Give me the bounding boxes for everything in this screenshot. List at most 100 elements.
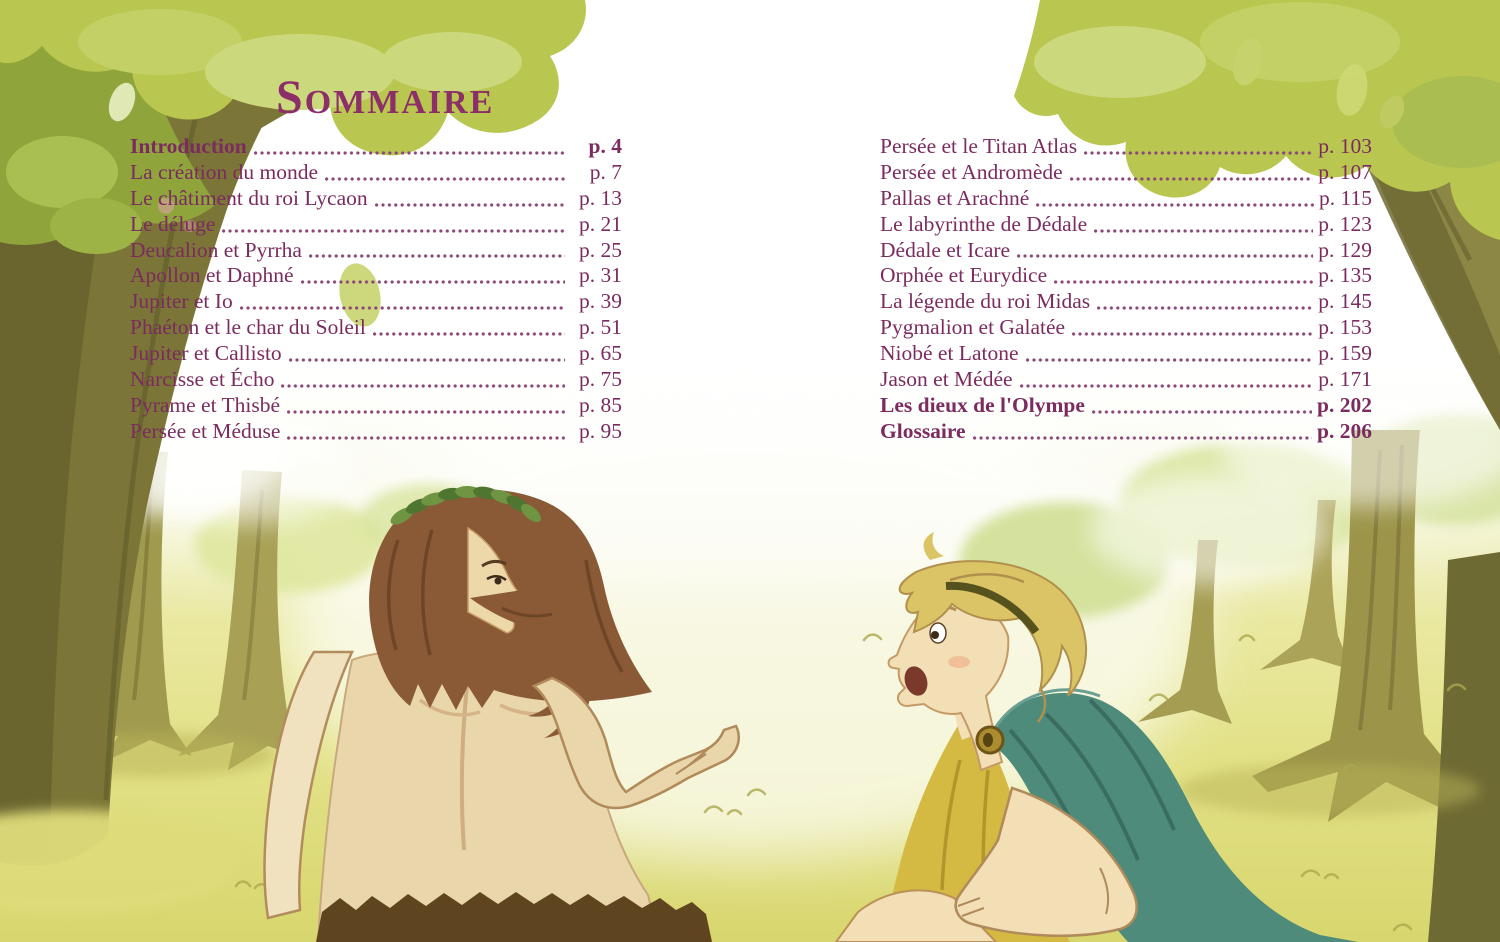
toc-entry-page: p. 135 [1318, 263, 1372, 288]
toc-dot-leader [1072, 315, 1315, 341]
toc-entry-page: p. 129 [1318, 237, 1372, 262]
man-arm-hand [531, 676, 740, 810]
toc-entry-label: Glossaire [880, 418, 966, 443]
toc-entry-page: p. 51 [579, 315, 622, 340]
toc-dot-leader [281, 367, 567, 393]
toc-dot-leader [222, 212, 567, 238]
toc-dot-leader [1069, 160, 1316, 186]
toc-entry: Apollon et Daphné p. 31 [130, 263, 622, 289]
page-title: Sommaire [276, 71, 495, 124]
toc-entry-page: p. 145 [1318, 289, 1372, 314]
toc-entry: Persée et le Titan Atlas p. 103 [880, 134, 1372, 160]
hanging-leaf [339, 263, 381, 327]
toc-dot-leader [288, 341, 567, 367]
hanging-leaf [1379, 95, 1405, 129]
toc-entry-label: La légende du roi Midas [880, 289, 1091, 314]
toc-entry-page: p. 159 [1318, 341, 1372, 366]
toc-entry-label: Persée et Andromède [880, 159, 1063, 184]
toc-entry: La création du monde p. 7 [130, 160, 622, 186]
toc-entry: Niobé et Latone p. 159 [880, 341, 1372, 367]
toc-entry-label: Phaéton et le char du Soleil [130, 315, 366, 340]
toc-entry-page: p. 75 [579, 367, 622, 392]
toc-entry-page: p. 171 [1318, 367, 1372, 392]
toc-entry-page: p. 65 [579, 341, 622, 366]
toc-entry-page: p. 39 [579, 289, 622, 314]
toc-entry: Pallas et Arachné p. 115 [880, 186, 1372, 212]
toc-entry: Narcisse et Écho p. 75 [130, 367, 622, 393]
toc-entry: Glossaire p. 206 [880, 419, 1372, 445]
man-character [263, 485, 740, 942]
toc-entry-label: Narcisse et Écho [130, 367, 275, 392]
toc-entry: Pyrame et Thisbé p. 85 [130, 393, 622, 419]
toc-entry: Jupiter et Io p. 39 [130, 289, 622, 315]
toc-entry-page: p. 103 [1318, 134, 1372, 158]
toc-dot-leader [253, 134, 567, 160]
toc-entry-page: p. 7 [589, 159, 622, 184]
toc-entry: Introduction p. 4 [130, 134, 622, 160]
toc-dot-leader [1084, 134, 1315, 160]
boy-arm [954, 786, 1138, 937]
toc-entry-label: Les dieux de l'Olympe [880, 392, 1085, 417]
toc-entry-page: p. 85 [579, 392, 622, 417]
toc-entry: Deucalion et Pyrrha p. 25 [130, 238, 622, 264]
toc-entry-page: p. 107 [1318, 159, 1372, 184]
toc-entry-page: p. 13 [579, 185, 622, 210]
hanging-leaf [1233, 38, 1263, 86]
toc-entry-label: Persée et le Titan Atlas [880, 134, 1078, 158]
toc-entry-label: Niobé et Latone [880, 341, 1019, 366]
toc-entry: Persée et Andromède p. 107 [880, 160, 1372, 186]
toc-dot-leader [239, 289, 567, 315]
left-canopy [0, 0, 586, 327]
hanging-leaf [1336, 64, 1368, 116]
toc-entry: La légende du roi Midas p. 145 [880, 289, 1372, 315]
toc-dot-leader [287, 419, 567, 445]
toc-entry-label: Introduction [130, 134, 247, 158]
toc-entry-label: Dédale et Icare [880, 237, 1011, 262]
toc-entry: Phaéton et le char du Soleil p. 51 [130, 315, 622, 341]
toc-entry: Dédale et Icare p. 129 [880, 238, 1372, 264]
toc-entry: Le châtiment du roi Lycaon p. 13 [130, 186, 622, 212]
toc-dot-leader [1017, 238, 1315, 264]
toc-entry-page: p. 21 [579, 211, 622, 236]
toc-entry-page: p. 25 [579, 237, 622, 262]
toc-dot-leader [1094, 212, 1315, 238]
toc-dot-leader [325, 160, 567, 186]
toc-dot-leader [1091, 393, 1314, 419]
toc-dot-leader [1025, 341, 1316, 367]
laurel-wreath [390, 485, 541, 525]
toc-entry: Les dieux de l'Olympe p. 202 [880, 393, 1372, 419]
toc-dot-leader [1097, 289, 1315, 315]
toc-dot-leader [1019, 367, 1316, 393]
toc-dot-leader [972, 419, 1314, 445]
toc-dot-leader [308, 238, 567, 264]
toc-entry-page: p. 115 [1319, 185, 1372, 210]
toc-entry-label: La création du monde [130, 159, 319, 184]
toc-entry-label: Le labyrinthe de Dédale [880, 211, 1088, 236]
toc-entry-label: Le déluge [130, 211, 216, 236]
toc-entry: Jupiter et Callisto p. 65 [130, 341, 622, 367]
toc-entry: Orphée et Eurydice p. 135 [880, 263, 1372, 289]
boy-headband [945, 581, 1040, 635]
toc-left-column: Introduction p. 4 La création du monde p. … [130, 134, 622, 445]
right-canopy [1014, 0, 1500, 240]
toc-entry: Le déluge p. 21 [130, 212, 622, 238]
toc-entry-page: p. 153 [1318, 315, 1372, 340]
toc-entry: Le labyrinthe de Dédale p. 123 [880, 212, 1372, 238]
toc-entry-label: Apollon et Daphné [130, 263, 294, 288]
toc-dot-leader [287, 393, 567, 419]
toc-entry-page: p. 206 [1317, 418, 1372, 443]
toc-dot-leader [1054, 263, 1315, 289]
toc-entry-label: Deucalion et Pyrrha [130, 237, 302, 262]
boy-open-mouth [904, 666, 928, 696]
toc-entry-label: Pygmalion et Galatée [880, 315, 1066, 340]
boy-character [834, 532, 1358, 942]
toc-entry: Jason et Médée p. 171 [880, 367, 1372, 393]
toc-entry-label: Pyrame et Thisbé [130, 392, 281, 417]
toc-entry-page: p. 123 [1318, 211, 1372, 236]
man-fur-garment [316, 892, 712, 942]
toc-entry: Persée et Méduse p. 95 [130, 419, 622, 445]
toc-entry-page: p. 31 [579, 263, 622, 288]
toc-entry-label: Jason et Médée [880, 367, 1013, 392]
